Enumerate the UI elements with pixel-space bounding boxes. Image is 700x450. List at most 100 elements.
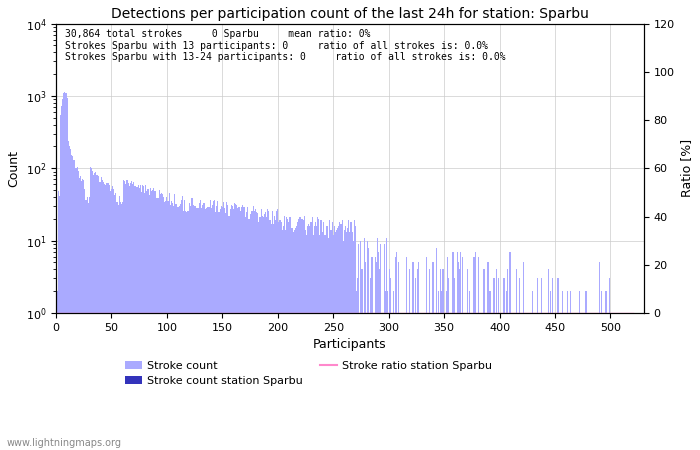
Bar xyxy=(398,262,399,450)
Bar xyxy=(387,291,388,450)
Bar xyxy=(97,176,99,450)
Bar xyxy=(182,196,183,450)
Bar xyxy=(68,141,69,450)
Bar xyxy=(570,291,571,450)
Bar xyxy=(196,208,197,450)
Bar xyxy=(364,238,365,450)
Bar xyxy=(511,313,512,450)
Bar xyxy=(159,190,160,450)
Bar xyxy=(222,207,223,450)
Bar xyxy=(132,184,133,450)
Bar xyxy=(478,256,479,450)
Bar xyxy=(353,241,354,450)
Bar xyxy=(547,270,549,450)
Bar xyxy=(88,203,89,450)
Bar xyxy=(516,270,517,450)
Bar xyxy=(120,202,121,450)
Bar xyxy=(211,208,212,450)
Bar xyxy=(140,185,141,450)
Bar xyxy=(264,215,265,450)
Bar xyxy=(262,217,264,450)
Bar xyxy=(347,228,348,450)
Bar xyxy=(130,183,131,450)
Bar xyxy=(578,313,579,450)
Bar xyxy=(294,230,295,450)
Bar xyxy=(460,252,461,450)
Bar xyxy=(457,252,458,450)
Bar xyxy=(173,206,174,450)
Bar xyxy=(172,203,173,450)
Bar xyxy=(584,313,585,450)
Bar xyxy=(325,235,326,450)
Bar xyxy=(266,217,267,450)
Text: www.lightningmaps.org: www.lightningmaps.org xyxy=(7,438,122,448)
Bar xyxy=(195,206,196,450)
Bar xyxy=(91,168,92,450)
Bar xyxy=(412,262,414,450)
Bar xyxy=(367,241,368,450)
Bar xyxy=(309,226,311,450)
Bar xyxy=(175,204,176,450)
Bar xyxy=(63,93,64,450)
Bar xyxy=(131,181,132,450)
Bar xyxy=(70,149,71,450)
Bar xyxy=(100,182,101,450)
Bar xyxy=(243,207,244,450)
Bar xyxy=(239,211,241,450)
Bar xyxy=(174,194,175,450)
Bar xyxy=(101,177,102,450)
Bar xyxy=(61,106,62,450)
Bar xyxy=(139,188,140,450)
Bar xyxy=(81,181,82,450)
Bar xyxy=(316,226,317,450)
Bar xyxy=(217,201,218,450)
Bar xyxy=(469,291,470,450)
Bar xyxy=(236,205,237,450)
Bar xyxy=(285,230,286,450)
Bar xyxy=(199,199,201,450)
Bar xyxy=(80,176,81,450)
Bar xyxy=(414,279,416,450)
Bar xyxy=(273,224,274,450)
Bar xyxy=(292,228,293,450)
Bar xyxy=(370,279,372,450)
Bar xyxy=(194,206,195,450)
Bar xyxy=(118,205,119,450)
Bar xyxy=(537,279,538,450)
Bar xyxy=(358,244,359,450)
Bar xyxy=(167,201,169,450)
Bar xyxy=(442,270,444,450)
Bar xyxy=(488,262,489,450)
Bar xyxy=(503,279,505,450)
Bar xyxy=(505,291,507,450)
Bar xyxy=(201,208,202,450)
Bar xyxy=(552,279,553,450)
Bar xyxy=(57,191,59,450)
Bar xyxy=(212,205,213,450)
Bar xyxy=(113,189,114,450)
Bar xyxy=(426,256,427,450)
Bar xyxy=(355,226,356,450)
Bar xyxy=(608,313,609,450)
Bar xyxy=(84,189,85,450)
Bar xyxy=(205,209,206,450)
Bar xyxy=(473,256,475,450)
Bar xyxy=(288,222,289,450)
Bar xyxy=(566,291,568,450)
Bar xyxy=(346,232,347,450)
Bar xyxy=(220,206,222,450)
Bar xyxy=(223,202,224,450)
Bar xyxy=(536,313,537,450)
Bar xyxy=(601,291,602,450)
Bar xyxy=(286,217,287,450)
Bar xyxy=(122,202,123,450)
Bar xyxy=(125,184,127,450)
Bar xyxy=(235,204,236,450)
Bar xyxy=(158,198,159,450)
Text: 30,864 total strokes     0 Sparbu     mean ratio: 0%
Strokes Sparbu with 13 part: 30,864 total strokes 0 Sparbu mean ratio… xyxy=(65,29,505,63)
Bar xyxy=(342,241,344,450)
Bar xyxy=(327,226,328,450)
Bar xyxy=(419,313,420,450)
Bar xyxy=(135,186,136,450)
Bar xyxy=(417,270,418,450)
